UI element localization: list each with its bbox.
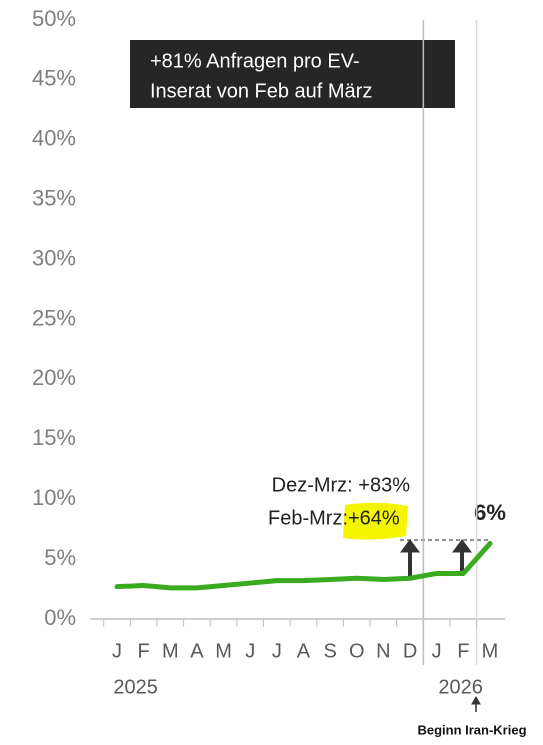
year-label: 2026 bbox=[438, 676, 483, 698]
y-tick-label: 15% bbox=[32, 425, 76, 450]
x-tick-label: D bbox=[403, 640, 417, 662]
feb-value: +64% bbox=[348, 507, 400, 529]
series-line bbox=[114, 541, 493, 591]
event-label: Beginn Iran-Krieg bbox=[417, 722, 526, 737]
x-tick-label: F bbox=[138, 640, 150, 662]
y-tick-label: 20% bbox=[32, 365, 76, 390]
y-tick-label: 30% bbox=[32, 245, 76, 270]
x-tick-label: A bbox=[297, 640, 311, 662]
annotation-box bbox=[130, 40, 455, 108]
x-tick-label: J bbox=[112, 640, 122, 662]
y-tick-label: 25% bbox=[32, 305, 76, 330]
dez-label: Dez-Mrz: +83% bbox=[272, 474, 411, 496]
x-tick-label: J bbox=[272, 640, 282, 662]
y-tick-label: 45% bbox=[32, 66, 76, 91]
x-tick-label: J bbox=[432, 640, 442, 662]
end-label: 6% bbox=[474, 500, 506, 525]
x-tick-label: S bbox=[323, 640, 336, 662]
year-label: 2025 bbox=[113, 676, 158, 698]
y-tick-label: 50% bbox=[32, 6, 76, 31]
y-tick-label: 40% bbox=[32, 126, 76, 151]
y-tick-label: 0% bbox=[44, 605, 76, 630]
x-tick-label: J bbox=[245, 640, 255, 662]
annotation-text: Inserat von Feb auf März bbox=[150, 80, 372, 102]
x-tick-label: M bbox=[162, 640, 179, 662]
annotation-text: +81% Anfragen pro EV- bbox=[150, 50, 360, 72]
y-tick-label: 5% bbox=[44, 545, 76, 570]
x-tick-label: N bbox=[376, 640, 390, 662]
y-tick-label: 35% bbox=[32, 186, 76, 211]
x-tick-label: O bbox=[349, 640, 365, 662]
highlight bbox=[343, 502, 408, 540]
x-tick-label: M bbox=[215, 640, 232, 662]
y-tick-label: 10% bbox=[32, 485, 76, 510]
feb-label: Feb-Mrz: bbox=[268, 507, 348, 529]
x-tick-label: A bbox=[190, 640, 204, 662]
x-tick-label: F bbox=[457, 640, 469, 662]
x-tick-label: M bbox=[482, 640, 499, 662]
